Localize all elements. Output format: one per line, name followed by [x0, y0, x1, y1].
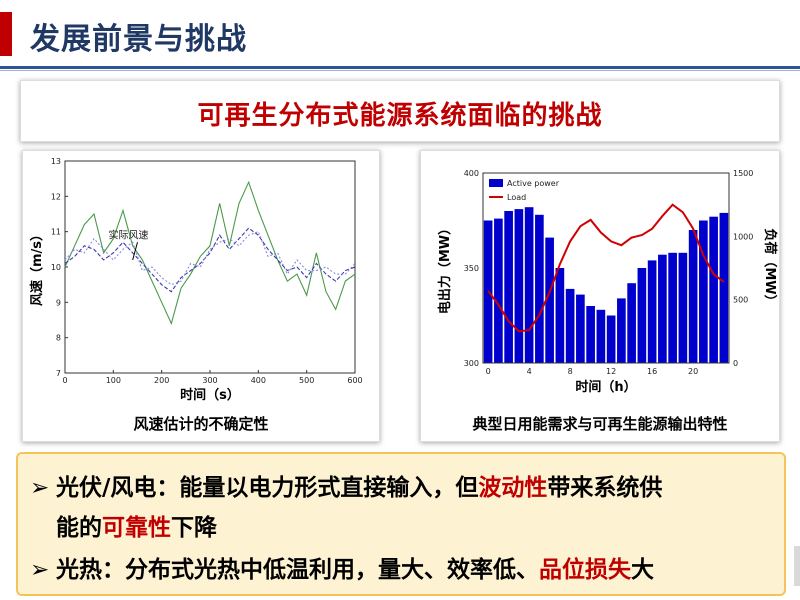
y-tick-label: 300 — [464, 359, 479, 368]
series-line-actual — [64, 180, 356, 326]
bullet-pv-wind: ➢ 光伏/风电：能量以电力形式直接输入，但波动性带来系统供 — [30, 468, 662, 502]
power-bar — [555, 268, 565, 363]
y-tick-label: 11 — [51, 228, 61, 237]
challenge-bullets-box: ➢ 光伏/风电：能量以电力形式直接输入，但波动性带来系统供 能的可靠性下降 ➢ 光热… — [16, 452, 786, 596]
title-accent-bar — [0, 12, 12, 56]
power-bar — [586, 306, 595, 363]
bullet-text: 大 — [631, 557, 654, 583]
x-tick-label: 0 — [486, 367, 491, 376]
energy-demand-caption: 典型日用能需求与可再生能源输出特性 — [472, 415, 728, 433]
annotation-arrow — [132, 242, 138, 261]
power-bar — [535, 214, 544, 363]
x-tick-label: 600 — [347, 376, 362, 385]
x-tick-label: 8 — [568, 367, 573, 376]
power-bar — [617, 298, 626, 363]
bullet-highlight: 波动性 — [478, 475, 548, 501]
bullet-highlight: 品位损失 — [539, 557, 631, 583]
x-tick-label: 20 — [688, 367, 698, 376]
x-tick-label: 0 — [62, 376, 67, 385]
y-tick-label: 13 — [51, 157, 61, 166]
x-tick-label: 100 — [106, 376, 121, 385]
power-bar — [514, 209, 524, 363]
title-divider — [0, 66, 800, 69]
x-tick-label: 4 — [527, 367, 532, 376]
bullet-arrow-icon: ➢ — [30, 475, 50, 501]
power-bar — [699, 220, 708, 363]
plot-frame — [64, 160, 356, 374]
power-bar — [524, 207, 534, 363]
subtitle-box: 可再生分布式能源系统面临的挑战 — [20, 80, 780, 142]
wind-speed-caption: 风速估计的不确定性 — [133, 415, 269, 433]
bullet-text: 带来系统供 — [547, 475, 663, 501]
power-bar — [565, 288, 575, 363]
power-bar — [627, 283, 636, 363]
x-tick-label: 300 — [202, 376, 217, 385]
power-bar — [709, 216, 718, 363]
power-bar — [606, 315, 616, 363]
x-tick-label: 200 — [154, 376, 169, 385]
power-bar — [576, 294, 585, 363]
wind-speed-panel: 0 100 200 300 400 500 600 7 8 9 10 11 12 13 实际风速时间（s） 风… — [22, 150, 380, 442]
load-line — [487, 203, 725, 333]
series-line-estimate-1 — [64, 227, 356, 293]
y-axis-label: 风速（m/s） — [29, 228, 45, 306]
y-axis-label: 电出力（MW） — [437, 222, 453, 314]
power-bar — [658, 254, 667, 363]
bullet-text: 能的 — [56, 515, 102, 541]
y-tick-label: 400 — [464, 169, 479, 178]
y-tick-label: 9 — [56, 298, 61, 307]
x-tick-label: 500 — [299, 376, 314, 385]
power-bar — [678, 252, 688, 363]
energy-demand-panel: 0 4 8 12 16 20 300 350 400 0 500 1000 1500 Active pow… — [420, 150, 780, 442]
x-axis-label: 时间（h） — [575, 379, 636, 395]
legend-label: Active power — [507, 179, 560, 188]
power-bar — [637, 268, 647, 363]
power-bar — [504, 211, 513, 363]
power-bar — [647, 260, 657, 363]
power-bar — [545, 237, 554, 363]
title-divider-thin — [0, 70, 800, 71]
y-tick-label: 7 — [56, 369, 61, 378]
series-line-estimate-2 — [64, 230, 356, 286]
slide-edge-decoration — [794, 546, 800, 586]
y-tick-label: 10 — [51, 263, 61, 272]
y2-tick-label: 1000 — [733, 232, 753, 241]
y2-tick-label: 500 — [733, 296, 748, 305]
x-tick-label: 12 — [606, 367, 616, 376]
legend-label: Load — [507, 193, 526, 202]
subtitle: 可再生分布式能源系统面临的挑战 — [197, 101, 603, 131]
bullet-text: 光热：分布式光热中低温利用，量大、效率低、 — [56, 557, 539, 583]
legend-swatch-bar — [489, 179, 503, 187]
power-bar — [668, 252, 677, 363]
x-axis-label: 时间（s） — [180, 387, 240, 403]
x-tick-label: 16 — [647, 367, 657, 376]
bullet-text: 下降 — [171, 515, 217, 541]
y2-tick-label: 0 — [733, 359, 738, 368]
energy-demand-chart: 0 4 8 12 16 20 300 350 400 0 500 1000 1500 Active pow… — [437, 169, 778, 395]
power-bar — [596, 309, 606, 363]
plot-frame — [482, 172, 730, 364]
power-bar — [719, 212, 729, 363]
page-title: 发展前景与挑战 — [30, 22, 247, 57]
y2-axis-label: 负荷（MW） — [762, 228, 778, 307]
bullet-pv-wind-cont: 能的可靠性下降 — [30, 508, 217, 542]
power-bar — [494, 218, 503, 363]
bullet-highlight: 可靠性 — [102, 515, 171, 541]
bullet-solar-thermal: ➢ 光热：分布式光热中低温利用，量大、效率低、品位损失大 — [30, 550, 654, 584]
bullet-arrow-icon: ➢ — [30, 557, 50, 583]
y-tick-label: 350 — [464, 264, 479, 273]
power-bar — [688, 230, 698, 363]
x-tick-label: 400 — [251, 376, 266, 385]
y-tick-label: 8 — [56, 334, 61, 343]
y2-tick-label: 1500 — [733, 169, 753, 178]
y-tick-label: 12 — [51, 192, 61, 201]
annotation-label: 实际风速 — [109, 229, 149, 242]
bullet-text: 光伏/风电：能量以电力形式直接输入，但 — [56, 475, 479, 501]
